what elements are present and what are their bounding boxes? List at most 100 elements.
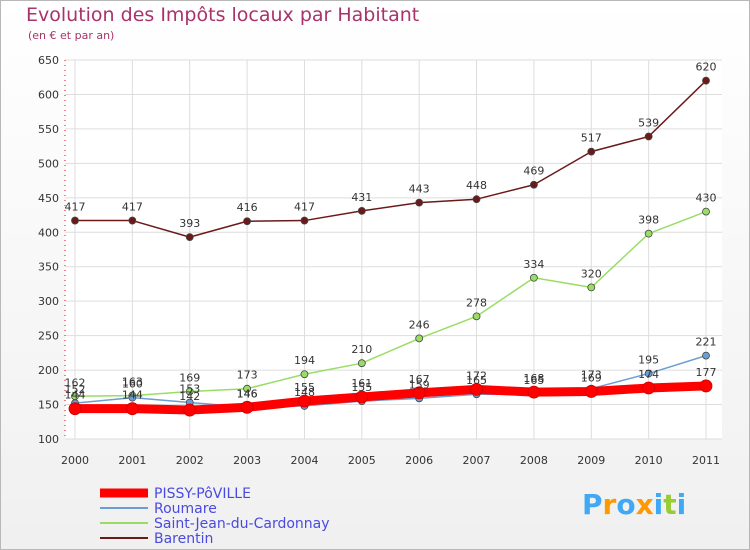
logo-letter: i xyxy=(653,488,664,521)
series-point-0 xyxy=(68,402,82,416)
x-tick-label: 2011 xyxy=(692,454,720,467)
x-tick-label: 2003 xyxy=(233,454,261,467)
data-label: 417 xyxy=(65,201,86,214)
data-label: 165 xyxy=(523,374,544,387)
logo-letter: t xyxy=(663,488,677,521)
series-point-0 xyxy=(298,394,311,408)
data-label: 539 xyxy=(638,116,659,129)
data-label: 162 xyxy=(65,376,86,389)
series-line-1 xyxy=(74,354,707,409)
series-point-3 xyxy=(415,198,424,207)
data-label: 246 xyxy=(409,318,430,331)
y-tick-label: 500 xyxy=(38,157,59,170)
data-label: 398 xyxy=(638,214,659,227)
data-label: 517 xyxy=(581,132,602,145)
legend-label: Saint-Jean-du-Cardonnay xyxy=(154,516,330,532)
data-label: 173 xyxy=(581,369,602,382)
series-point-3 xyxy=(300,216,309,225)
data-label: 169 xyxy=(581,371,602,384)
series-point-3 xyxy=(472,195,481,204)
series-point-3 xyxy=(71,216,79,225)
data-label: 153 xyxy=(179,382,200,395)
series-point-3 xyxy=(357,207,366,215)
data-label: 278 xyxy=(466,296,487,309)
series-point-1 xyxy=(702,351,710,360)
data-label: 320 xyxy=(581,267,602,280)
data-label: 469 xyxy=(523,165,544,178)
data-label: 167 xyxy=(409,373,430,386)
series-point-2 xyxy=(415,334,424,343)
y-tick-label: 650 xyxy=(38,54,59,67)
series-point-0 xyxy=(699,379,713,393)
series-point-0 xyxy=(355,390,369,404)
data-label: 142 xyxy=(179,390,200,403)
series-line-2 xyxy=(74,210,707,398)
series-point-3 xyxy=(243,217,251,226)
series-point-2 xyxy=(472,312,481,321)
y-tick-label: 450 xyxy=(38,192,59,205)
data-label: 417 xyxy=(294,201,315,214)
data-label: 172 xyxy=(466,369,487,382)
series-point-3 xyxy=(587,147,596,156)
series-point-3 xyxy=(128,216,137,225)
y-tick-label: 400 xyxy=(38,226,59,239)
chart-title: Evolution des Impôts locaux par Habitant xyxy=(26,4,420,26)
data-label: 417 xyxy=(122,201,143,214)
data-label: 146 xyxy=(237,387,258,400)
y-tick-label: 150 xyxy=(38,399,59,412)
data-label: 148 xyxy=(294,386,315,399)
x-tick-label: 2010 xyxy=(635,454,663,467)
logo-letter: x xyxy=(635,488,654,521)
data-label: 416 xyxy=(237,201,258,214)
y-tick-label: 350 xyxy=(38,261,59,274)
series-point-3 xyxy=(644,132,653,141)
data-label: 163 xyxy=(122,376,143,389)
series-point-2 xyxy=(644,229,653,238)
series-point-0 xyxy=(412,386,426,400)
chart-subtitle: (en € et par an) xyxy=(28,29,115,42)
series-line-0 xyxy=(70,381,711,415)
data-label: 169 xyxy=(179,371,200,384)
x-tick-label: 2001 xyxy=(118,454,146,467)
data-label: 165 xyxy=(466,374,487,387)
series-point-2 xyxy=(357,359,366,368)
y-tick-label: 100 xyxy=(38,433,59,446)
y-tick-label: 600 xyxy=(38,88,59,101)
x-tick-label: 2005 xyxy=(348,454,376,467)
series-point-0 xyxy=(470,382,483,396)
data-label: 431 xyxy=(351,191,372,204)
data-label: 155 xyxy=(294,381,315,394)
data-label: 174 xyxy=(638,368,659,381)
data-label: 161 xyxy=(351,377,372,390)
data-label: 430 xyxy=(696,192,717,205)
series-point-2 xyxy=(702,207,710,216)
legend-label: PISSY-PôVILLE xyxy=(154,486,251,502)
series-point-2 xyxy=(587,283,596,292)
data-label: 334 xyxy=(523,258,544,271)
x-tick-label: 2008 xyxy=(520,454,548,467)
legend-label: Barentin xyxy=(154,531,213,547)
data-label: 144 xyxy=(65,389,86,402)
x-tick-label: 2009 xyxy=(577,454,605,467)
legend-label: Roumare xyxy=(154,501,217,517)
data-label: 195 xyxy=(638,354,659,367)
series-point-1 xyxy=(644,369,653,378)
data-label: 173 xyxy=(237,369,258,382)
logo-letter: r xyxy=(602,488,617,521)
series-point-3 xyxy=(702,76,710,85)
data-label: 620 xyxy=(696,61,717,74)
series-point-0 xyxy=(125,402,139,416)
data-label: 160 xyxy=(122,378,143,391)
y-tick-label: 200 xyxy=(38,364,59,377)
series-point-0 xyxy=(527,385,541,399)
x-tick-label: 2002 xyxy=(176,454,204,467)
data-label: 152 xyxy=(65,383,86,396)
data-label: 443 xyxy=(409,183,430,196)
data-label: 144 xyxy=(122,389,143,402)
y-tick-label: 550 xyxy=(38,123,59,136)
series-point-3 xyxy=(185,233,194,241)
data-label: 393 xyxy=(179,217,200,230)
series-line-3 xyxy=(74,79,707,238)
logo-letter: P xyxy=(582,488,603,521)
